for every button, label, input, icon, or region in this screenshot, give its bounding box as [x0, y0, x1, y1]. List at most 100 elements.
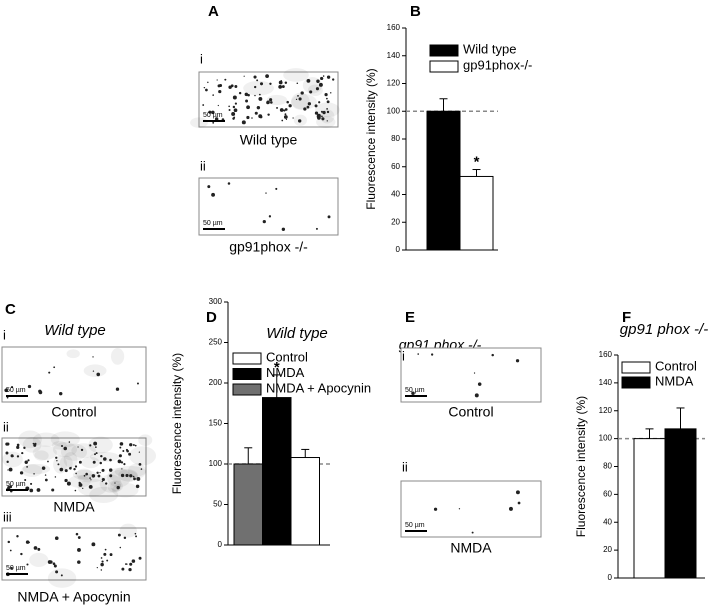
- cell: [477, 382, 482, 386]
- cell: [297, 94, 299, 97]
- cell: [7, 469, 9, 471]
- cell: [281, 119, 284, 122]
- cell: [90, 479, 92, 481]
- cell: [228, 108, 231, 111]
- micrograph: [400, 347, 542, 403]
- cell: [128, 567, 132, 572]
- cell: [100, 454, 103, 458]
- cell: [123, 536, 127, 540]
- cell: [73, 467, 76, 471]
- cell: [232, 95, 237, 100]
- cell: [104, 548, 107, 551]
- haze: [243, 80, 274, 96]
- legend-swatch: [232, 368, 262, 380]
- micrograph: [1, 437, 147, 497]
- haze: [291, 92, 310, 110]
- cell: [433, 507, 438, 511]
- cell: [125, 473, 129, 478]
- cell: [16, 445, 20, 450]
- cell: [202, 104, 205, 106]
- legend-swatch: [429, 60, 459, 73]
- haze: [32, 445, 57, 461]
- cell: [16, 455, 20, 458]
- cell: [116, 485, 120, 490]
- image-caption: Wild type: [240, 132, 298, 148]
- legend-label: Wild type: [463, 41, 516, 56]
- image-caption: gp91phox -/-: [229, 239, 308, 255]
- haze: [50, 431, 80, 448]
- y-tick-label: 60: [391, 162, 400, 171]
- cell: [515, 490, 520, 495]
- cell: [326, 100, 330, 104]
- cell: [298, 97, 302, 101]
- cell: [100, 557, 103, 559]
- cell: [297, 119, 302, 123]
- cell: [234, 102, 237, 105]
- cell: [332, 78, 335, 81]
- cell: [234, 85, 238, 88]
- haze: [283, 68, 309, 82]
- cell: [315, 227, 318, 230]
- image-caption: NMDA: [450, 540, 492, 556]
- haze: [47, 568, 77, 588]
- y-tick-label: 250: [209, 338, 223, 347]
- cell: [89, 477, 91, 479]
- cell: [318, 101, 321, 104]
- scale-label: 50 µm: [405, 387, 425, 394]
- legend-swatch: [232, 352, 262, 365]
- cell: [281, 85, 285, 88]
- y-axis-label: Fluorescence intensity (%): [574, 396, 588, 537]
- cell: [262, 219, 266, 224]
- cell: [10, 454, 14, 458]
- cell: [212, 121, 215, 124]
- legend-label: NMDA: [655, 373, 694, 388]
- cell: [251, 117, 253, 119]
- cell: [77, 536, 81, 539]
- cell: [246, 115, 250, 120]
- cell: [101, 468, 105, 472]
- cell: [51, 488, 55, 492]
- legend-swatch: [621, 361, 651, 374]
- haze: [119, 523, 137, 538]
- cell: [129, 562, 133, 566]
- cell: [61, 444, 64, 447]
- cell: [269, 98, 273, 102]
- cell: [33, 546, 38, 550]
- cell: [267, 113, 270, 116]
- cell: [118, 454, 122, 458]
- bar: [633, 438, 666, 579]
- cell: [92, 460, 96, 464]
- haze: [60, 443, 87, 461]
- y-tick-label: 80: [603, 462, 612, 471]
- image-caption: Control: [51, 404, 96, 420]
- cell: [132, 444, 135, 446]
- cell: [78, 483, 83, 487]
- cell: [132, 475, 135, 478]
- micrograph: [400, 480, 542, 538]
- cell: [430, 353, 434, 356]
- cell: [33, 473, 35, 475]
- cell: [265, 74, 269, 79]
- cell: [109, 553, 113, 556]
- cell: [284, 81, 288, 85]
- cell: [254, 94, 256, 97]
- cell: [306, 105, 310, 109]
- cell: [458, 508, 461, 510]
- haze: [89, 486, 119, 503]
- haze: [66, 349, 80, 359]
- cell: [284, 113, 287, 116]
- cell: [474, 393, 479, 398]
- cell: [91, 542, 96, 547]
- cell: [66, 481, 71, 486]
- cell: [53, 564, 57, 568]
- cell: [258, 93, 261, 96]
- cell: [24, 478, 27, 482]
- cell: [218, 89, 222, 94]
- cell: [216, 79, 218, 81]
- annotation: *: [474, 153, 480, 170]
- cell: [57, 463, 60, 466]
- cell: [125, 563, 127, 565]
- cell: [268, 215, 272, 218]
- y-tick-label: 0: [608, 573, 613, 582]
